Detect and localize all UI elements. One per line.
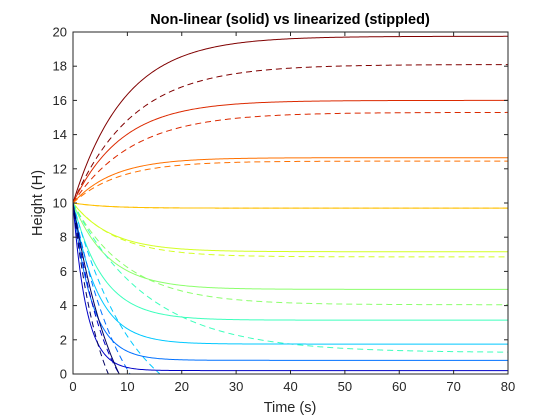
series-9-nonlinear-line [73, 203, 508, 360]
series-7-linearized-line [73, 203, 508, 352]
y-tick-label: 4 [60, 298, 67, 313]
x-tick-label: 0 [69, 379, 76, 394]
x-tick-label: 60 [392, 379, 406, 394]
y-tick-label: 0 [60, 367, 67, 382]
x-tick-label: 80 [501, 379, 515, 394]
x-tick-label: 40 [283, 379, 297, 394]
series-4-nonlinear-line [73, 203, 508, 208]
y-tick-label: 18 [53, 59, 67, 74]
y-tick-label: 10 [53, 196, 67, 211]
series-8-nonlinear-line [73, 203, 508, 344]
x-tick-label: 50 [338, 379, 352, 394]
y-tick-label: 8 [60, 230, 67, 245]
series-1-linearized-line [73, 65, 508, 203]
series-10-nonlinear-line [73, 203, 508, 371]
series-5-linearized-line [73, 203, 508, 257]
chart-title: Non-linear (solid) vs linearized (stippl… [150, 12, 430, 28]
y-tick-label: 12 [53, 161, 67, 176]
plot-area [73, 36, 508, 374]
x-tick-label: 70 [446, 379, 460, 394]
y-tick-label: 16 [53, 93, 67, 108]
axis-ticks: 0 10 20 30 40 50 60 70 80 0 2 4 6 8 10 12 14 16 18 20 [53, 25, 516, 395]
x-tick-label: 30 [229, 379, 243, 394]
y-tick-label: 2 [60, 332, 67, 347]
x-axis-label: Time (s) [264, 400, 317, 416]
series-6-nonlinear-line [73, 203, 508, 289]
series-3-nonlinear-line [73, 158, 508, 203]
y-tick-label: 14 [53, 127, 67, 142]
series-1-nonlinear-line [73, 36, 508, 203]
y-tick-label: 20 [53, 25, 67, 40]
series-2-nonlinear-line [73, 100, 508, 203]
y-axis-label: Height (H) [30, 170, 46, 236]
x-tick-label: 10 [120, 379, 134, 394]
series-5-nonlinear-line [73, 203, 508, 252]
x-tick-label: 20 [175, 379, 189, 394]
y-tick-label: 6 [60, 264, 67, 279]
series-3-linearized-line [73, 161, 508, 203]
